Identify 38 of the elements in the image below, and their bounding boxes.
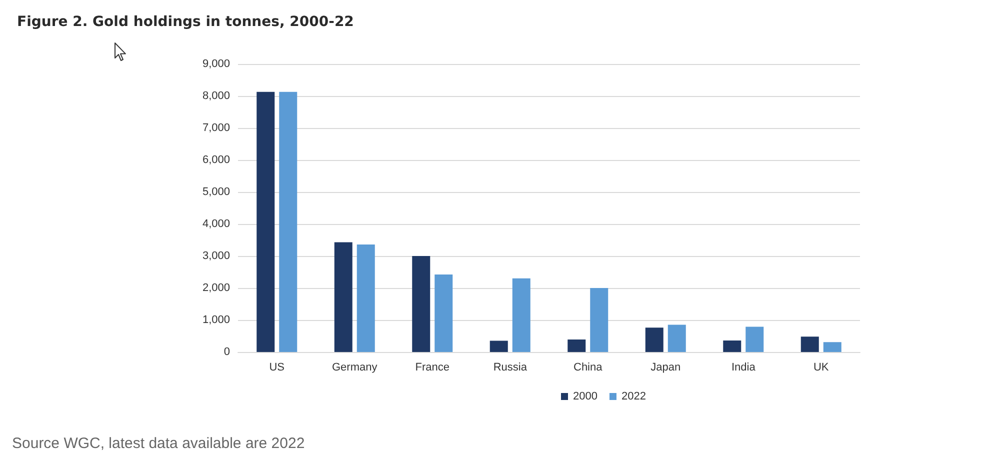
bar [800,336,819,352]
bar [356,244,375,352]
x-tick-label: China [574,362,604,374]
chart-title: Figure 2. Gold holdings in tonnes, 2000-22 [17,14,354,30]
x-tick-label: France [415,362,450,374]
bar [568,340,586,352]
y-tick-label: 9,000 [202,58,230,70]
y-tick-label: 2,000 [202,282,230,294]
bar [256,92,275,352]
y-tick-label: 1,000 [202,314,230,326]
y-tick-label: 3,000 [202,250,230,262]
bar [512,278,530,352]
y-tick-label: 4,000 [202,218,230,230]
bar [279,92,298,352]
legend-label: 2000 [573,390,598,402]
y-tick-label: 5,000 [202,186,230,198]
bar [334,242,352,352]
source-note: Source WGC, latest data available are 2022 [12,435,305,452]
bar [746,326,764,352]
x-tick-label: UK [813,362,830,374]
x-tick-label: US [269,362,285,374]
x-tick-label: India [731,362,756,374]
y-tick-label: 0 [224,346,230,358]
y-tick-label: 7,000 [202,122,230,134]
bar [490,340,508,352]
bar [412,256,430,352]
bar [434,274,453,352]
legend-label: 2022 [621,390,646,402]
bar [723,340,742,352]
bar [645,328,664,352]
x-tick-label: Germany [332,362,378,374]
bar [668,324,686,352]
x-tick-label: Russia [493,362,528,374]
bar [590,288,608,352]
x-tick-label: Japan [650,362,681,374]
y-tick-label: 8,000 [202,90,230,102]
y-tick-label: 6,000 [202,154,230,166]
bar [823,342,842,352]
